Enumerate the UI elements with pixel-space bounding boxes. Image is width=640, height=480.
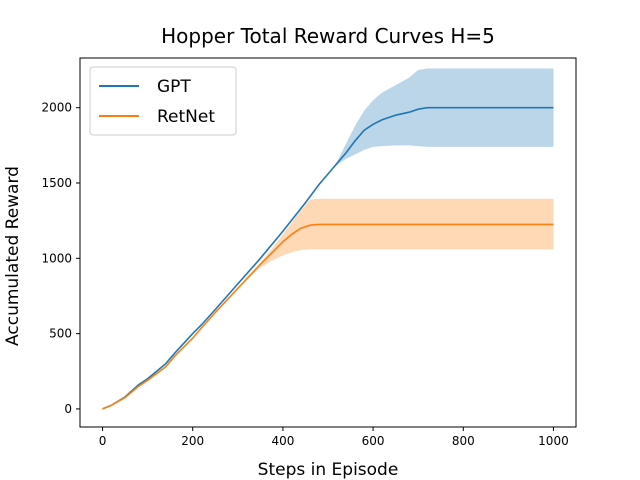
line-gpt [102, 106, 554, 410]
line-retnet [102, 223, 554, 410]
x-tick-label: 1000 [538, 434, 569, 448]
y-tick-label: 0 [64, 402, 72, 416]
band-retnet [102, 198, 554, 409]
x-axis-label: Steps in Episode [258, 460, 399, 480]
y-axis: 0 500 1000 1500 2000 [41, 101, 80, 416]
series-lines [102, 106, 554, 410]
x-tick-label: 600 [362, 434, 385, 448]
y-tick-label: 1500 [41, 176, 72, 190]
legend-box [89, 66, 237, 136]
band-gpt [102, 68, 554, 409]
confidence-bands [102, 68, 554, 409]
x-tick-label: 0 [99, 434, 107, 448]
legend: GPT RetNet [89, 66, 237, 136]
chart-title: Hopper Total Reward Curves H=5 [161, 24, 495, 48]
x-tick-label: 200 [181, 434, 204, 448]
legend-label-gpt: GPT [157, 77, 191, 97]
plot-area [79, 57, 577, 428]
x-axis: 0 200 400 600 800 1000 [99, 427, 569, 448]
x-tick-label: 400 [271, 434, 294, 448]
y-axis-label: Accumulated Reward [3, 166, 23, 346]
y-tick-label: 500 [49, 327, 72, 341]
legend-label-retnet: RetNet [157, 107, 215, 127]
y-tick-label: 2000 [41, 101, 72, 115]
y-tick-label: 1000 [41, 251, 72, 265]
x-tick-label: 800 [452, 434, 475, 448]
